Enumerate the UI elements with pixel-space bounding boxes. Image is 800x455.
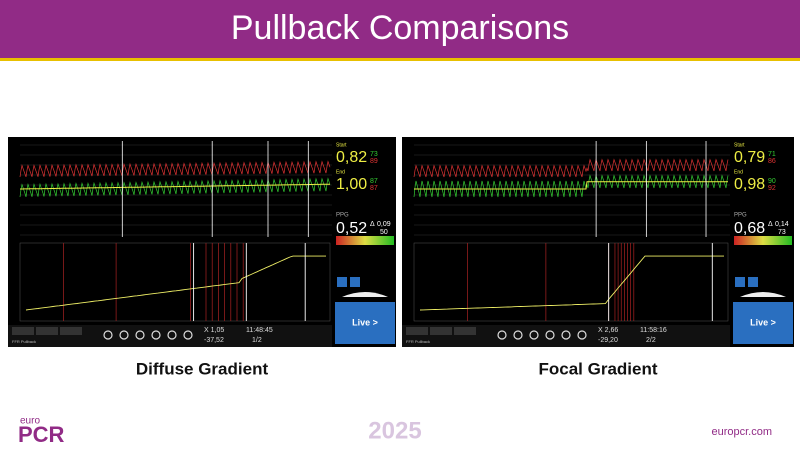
tool-box — [60, 327, 82, 335]
screenshot: FFR Pullback X 1,05 -37,52 11:48:45 1/2 Start… — [8, 137, 396, 347]
tool-icon — [529, 330, 539, 340]
end-value: 1,00 — [336, 176, 367, 193]
end-label: End — [336, 169, 345, 175]
btn — [735, 277, 745, 287]
start-pd: 86 — [768, 158, 776, 165]
caption: Focal Gradient — [538, 359, 657, 378]
delta-sign: Δ — [768, 221, 773, 228]
plot-frame — [19, 242, 331, 322]
header-accent — [0, 58, 800, 61]
caption: Diffuse Gradient — [136, 359, 269, 378]
btn — [350, 277, 360, 287]
header-bar — [0, 0, 800, 58]
end-pd: 92 — [768, 185, 776, 192]
mean-wave — [20, 183, 330, 190]
pullback-curve — [419, 255, 724, 311]
page: 2/2 — [646, 337, 656, 344]
tool-box — [454, 327, 476, 335]
url: europcr.com — [711, 426, 772, 438]
page: 1/2 — [252, 337, 262, 344]
tool-icon — [183, 330, 193, 340]
y-readout: -29,20 — [598, 337, 618, 344]
delta: 0,14 — [775, 221, 789, 228]
start-value: 0,82 — [336, 149, 367, 166]
live-btn — [335, 302, 395, 344]
btn — [337, 277, 347, 287]
live-label: Live > — [750, 317, 776, 327]
tool-icon — [167, 330, 177, 340]
time: 11:58:16 — [640, 327, 667, 334]
tool-icon — [577, 330, 587, 340]
end-value: 0,98 — [734, 176, 765, 193]
ppg-value: 0,52 — [336, 220, 367, 237]
end-pa: 90 — [768, 178, 776, 185]
mean-wave — [414, 181, 728, 190]
start-label: Start — [734, 142, 745, 148]
delta-sign: Δ — [370, 221, 375, 228]
tool-icon — [103, 330, 113, 340]
tool-icon — [561, 330, 571, 340]
pullback-curve — [25, 255, 326, 311]
tool-icon — [513, 330, 523, 340]
btn — [748, 277, 758, 287]
pa-wave — [413, 174, 729, 198]
tool-box — [406, 327, 428, 335]
toolbar — [8, 325, 332, 347]
start-pa: 73 — [370, 151, 378, 158]
tool-box — [36, 327, 58, 335]
end-pd: 87 — [370, 185, 378, 192]
x-readout: X 1,05 — [204, 327, 224, 334]
pd-wave — [413, 158, 729, 178]
tool-icon — [119, 330, 129, 340]
y-readout: -37,52 — [204, 337, 224, 344]
start-pa: 71 — [768, 151, 776, 158]
ppg-bar — [336, 236, 394, 245]
pd-wave — [19, 160, 331, 178]
mode-label: FFR Pullback — [12, 339, 36, 344]
logo-top: euro — [20, 416, 40, 427]
live-label: Live > — [352, 317, 378, 327]
plot-frame — [413, 242, 729, 322]
title: Pullback Comparisons — [231, 9, 569, 47]
end-label: End — [734, 169, 743, 175]
ppg-value: 0,68 — [734, 220, 765, 237]
screenshot: FFR Pullback X 2,66 -29,20 11:58:16 2/2 Start… — [402, 137, 794, 347]
start-label: Start — [336, 142, 347, 148]
tool-icon — [545, 330, 555, 340]
delta-pct: 73 — [778, 229, 786, 236]
delta: 0,09 — [377, 221, 391, 228]
end-pa: 87 — [370, 178, 378, 185]
logo-main: PCR — [18, 422, 65, 447]
hump — [342, 292, 388, 297]
ppg-bar — [734, 236, 792, 245]
tool-icon — [497, 330, 507, 340]
toolbar — [402, 325, 730, 347]
delta-pct: 50 — [380, 229, 388, 236]
start-pd: 89 — [370, 158, 378, 165]
ppg-label: PPG — [336, 213, 349, 219]
ppg-label: PPG — [734, 213, 747, 219]
year: 2025 — [368, 417, 421, 444]
x-readout: X 2,66 — [598, 327, 618, 334]
live-btn — [733, 302, 793, 344]
tool-icon — [151, 330, 161, 340]
hump — [740, 292, 786, 297]
tool-box — [12, 327, 34, 335]
mode-label: FFR Pullback — [406, 339, 430, 344]
tool-box — [430, 327, 452, 335]
tool-icon — [135, 330, 145, 340]
start-value: 0,79 — [734, 149, 765, 166]
time: 11:48:45 — [246, 327, 273, 334]
